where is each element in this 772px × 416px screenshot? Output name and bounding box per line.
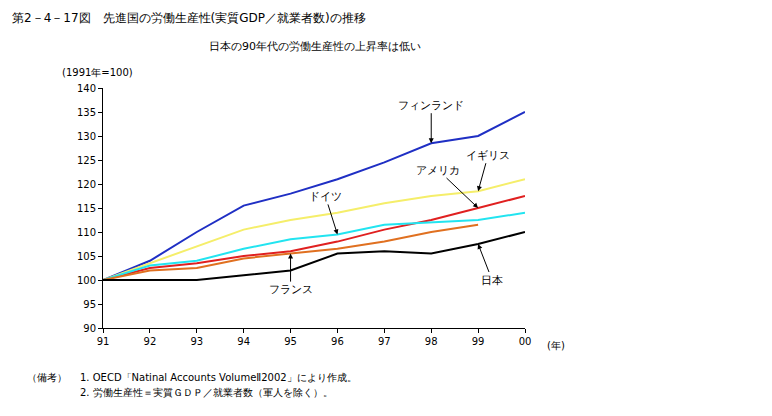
svg-text:130: 130	[77, 131, 96, 142]
svg-text:105: 105	[77, 251, 96, 262]
svg-text:第2－4－17図 先進国の労働生産性(実質GDP／就業者数): 第2－4－17図 先進国の労働生産性(実質GDP／就業者数)の推移	[12, 11, 366, 25]
svg-text:115: 115	[77, 203, 96, 214]
svg-text:91: 91	[97, 336, 110, 347]
svg-text:ドイツ: ドイツ	[309, 190, 342, 203]
svg-text:92: 92	[144, 336, 157, 347]
svg-text:96: 96	[331, 336, 344, 347]
svg-text:(1991年=100): (1991年=100)	[62, 67, 133, 78]
svg-text:フランス: フランス	[269, 283, 313, 296]
svg-text:2. 労働生産性＝実質ＧＤＰ／就業者数（軍人を除く）。: 2. 労働生産性＝実質ＧＤＰ／就業者数（軍人を除く）。	[80, 387, 333, 398]
svg-text:110: 110	[77, 227, 96, 238]
svg-text:99: 99	[472, 336, 485, 347]
svg-text:94: 94	[237, 336, 250, 347]
svg-text:アメリカ: アメリカ	[416, 164, 460, 177]
svg-text:00: 00	[519, 336, 532, 347]
svg-text:140: 140	[77, 83, 96, 94]
svg-text:(年): (年)	[547, 340, 565, 351]
svg-text:（備考）: （備考）	[27, 372, 67, 383]
svg-text:135: 135	[77, 107, 96, 118]
svg-text:イギリス: イギリス	[466, 149, 510, 162]
svg-text:日本の90年代の労働生産性の上昇率は低い: 日本の90年代の労働生産性の上昇率は低い	[209, 40, 421, 53]
svg-text:95: 95	[284, 336, 297, 347]
svg-text:93: 93	[190, 336, 203, 347]
svg-text:100: 100	[77, 275, 96, 286]
svg-text:日本: 日本	[481, 274, 503, 287]
svg-text:97: 97	[378, 336, 391, 347]
svg-text:98: 98	[425, 336, 438, 347]
svg-text:125: 125	[77, 155, 96, 166]
svg-text:120: 120	[77, 179, 96, 190]
svg-text:フィンランド: フィンランド	[398, 99, 464, 112]
svg-text:95: 95	[83, 299, 96, 310]
svg-text:90: 90	[83, 323, 96, 334]
svg-text:1. OECD「Natinal Accounts Volum: 1. OECD「Natinal Accounts VolumeⅡ2002」により…	[80, 372, 357, 383]
